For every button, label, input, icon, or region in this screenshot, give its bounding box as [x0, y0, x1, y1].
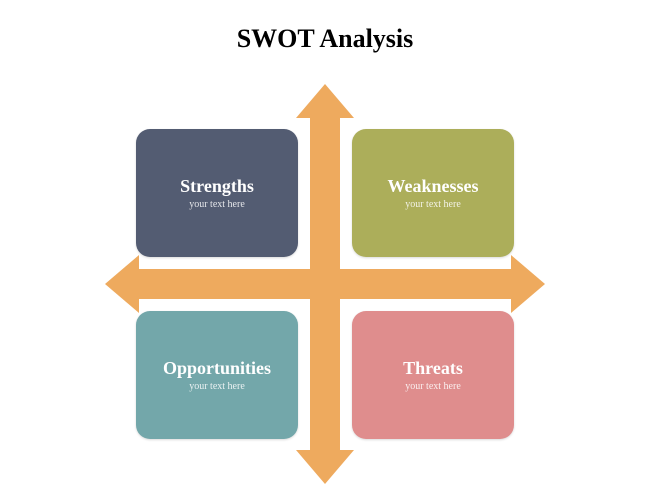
quadrant-opportunities: Opportunities your text here	[136, 311, 298, 439]
arrow-horizontal-shaft	[139, 269, 511, 299]
quadrant-weaknesses: Weaknesses your text here	[352, 129, 514, 257]
quadrant-title: Strengths	[180, 176, 254, 197]
page-title: SWOT Analysis	[0, 24, 650, 54]
quadrant-subtitle: your text here	[189, 199, 245, 210]
swot-diagram: Strengths your text here Weaknesses your…	[105, 84, 545, 484]
arrow-right-icon	[511, 255, 545, 313]
arrow-left-icon	[105, 255, 139, 313]
quadrant-subtitle: your text here	[405, 381, 461, 392]
quadrant-threats: Threats your text here	[352, 311, 514, 439]
quadrant-title: Threats	[403, 358, 463, 379]
quadrant-subtitle: your text here	[405, 199, 461, 210]
arrow-down-icon	[296, 450, 354, 484]
quadrant-subtitle: your text here	[189, 381, 245, 392]
quadrant-title: Opportunities	[163, 358, 271, 379]
arrow-up-icon	[296, 84, 354, 118]
quadrant-strengths: Strengths your text here	[136, 129, 298, 257]
quadrant-title: Weaknesses	[387, 176, 478, 197]
